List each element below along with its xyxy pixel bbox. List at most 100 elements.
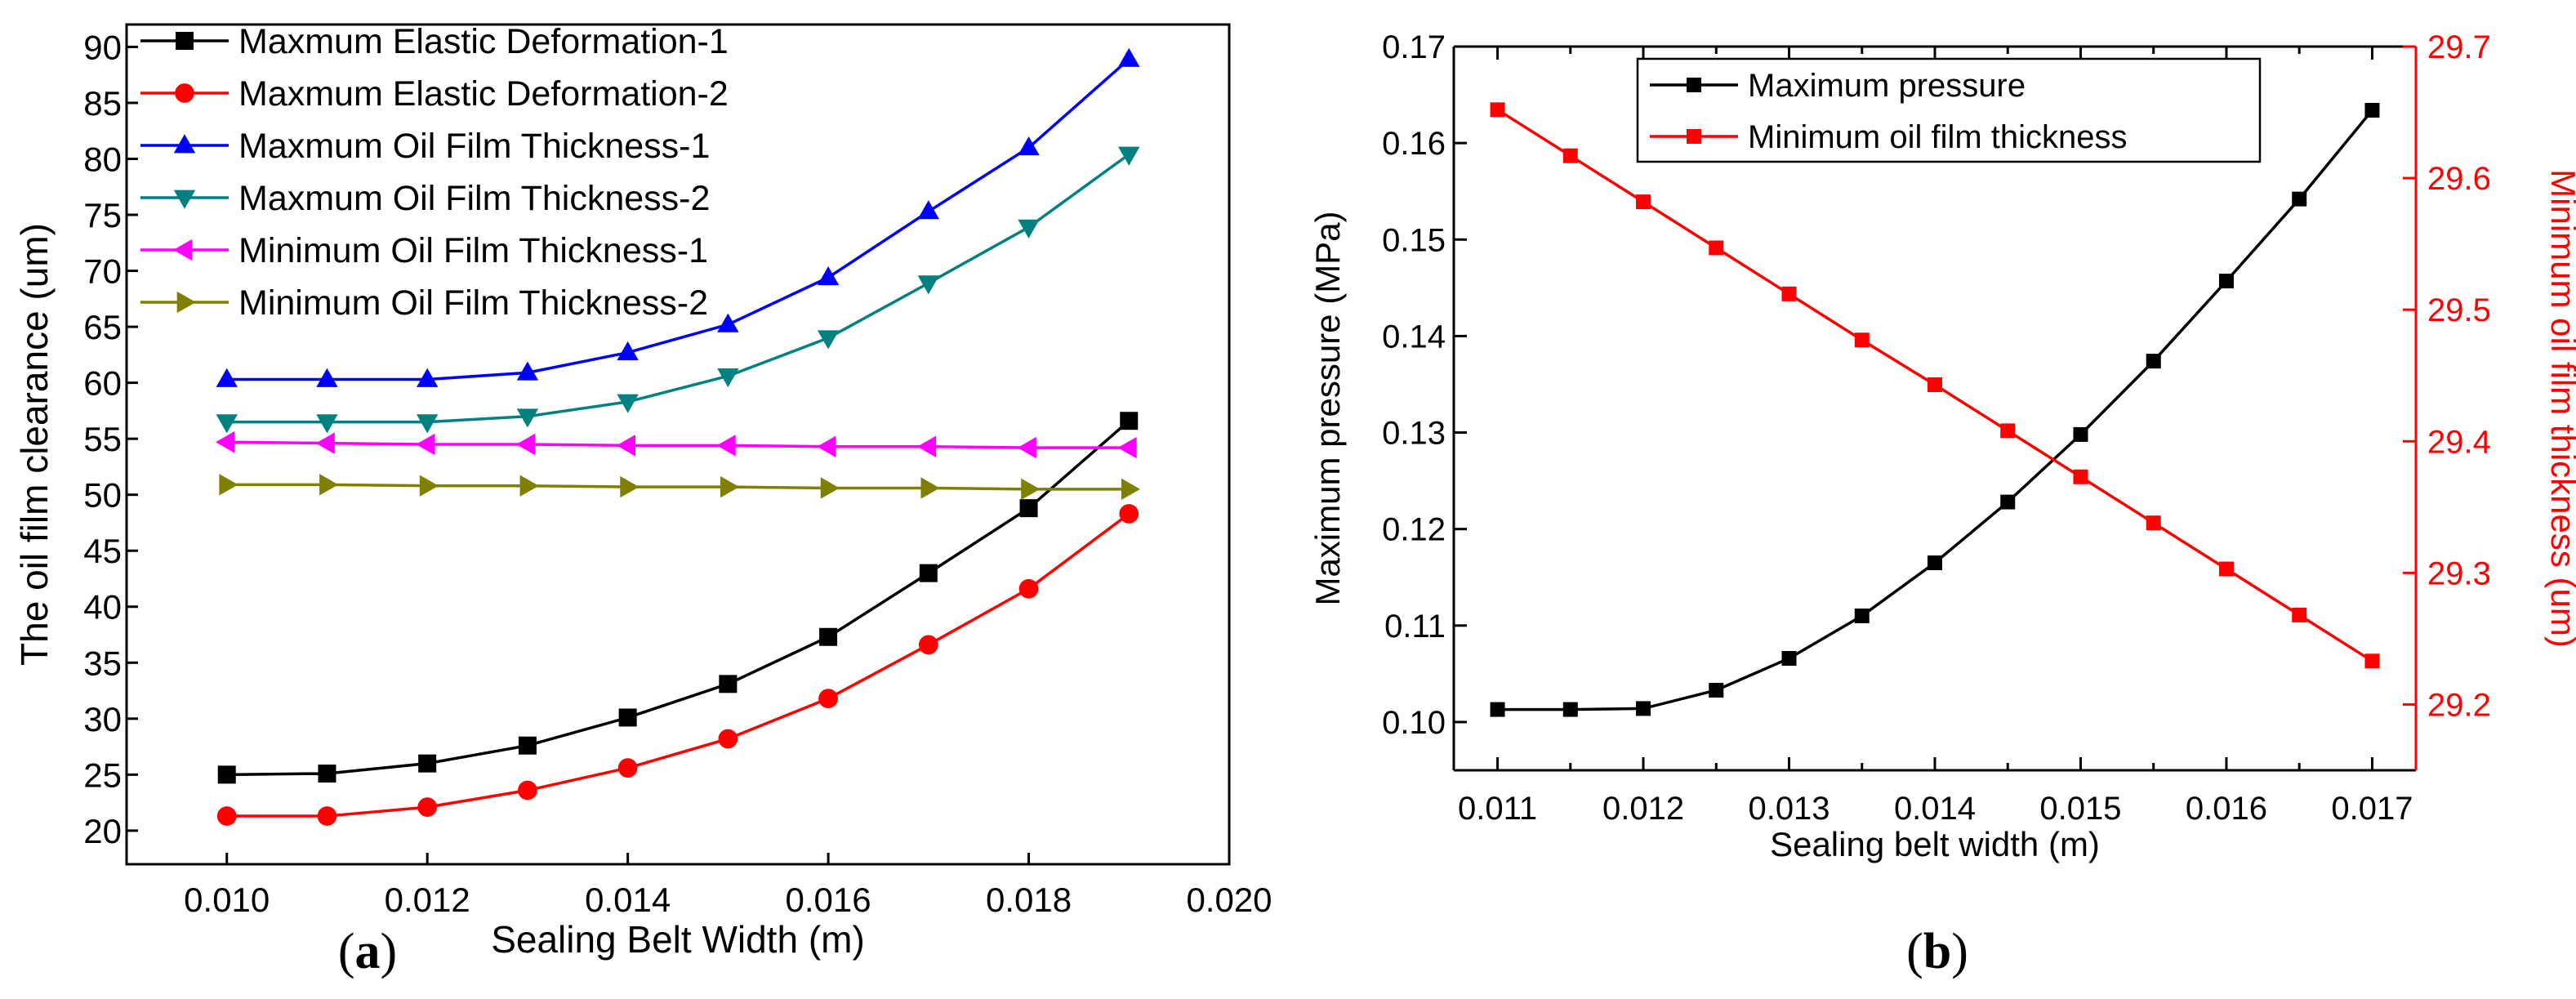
legend-marker [176,291,196,314]
data-point [516,408,539,428]
y-tick-label: 75 [83,196,122,234]
x-tick-label: 0.010 [184,881,270,919]
plot-frame [125,23,1231,866]
data-point [1854,608,1870,623]
x-tick-label: 0.015 [2039,791,2121,827]
data-point [718,729,738,749]
data-point [917,275,940,295]
legend-label: Maxmum Oil Film Thickness-1 [238,127,710,166]
x-tick-label: 0.012 [385,881,470,919]
data-point [1018,578,1039,599]
legend-marker [1687,129,1701,144]
data-point [318,764,336,783]
data-point [316,368,338,387]
y-tick-label: 0.10 [1382,705,1446,741]
y-right-tick-label: 29.6 [2427,161,2491,197]
data-point [817,435,836,457]
data-point [1017,436,1036,459]
y-axis-title: The oil film clearance (um) [13,223,56,666]
x-tick-label: 0.013 [1748,791,1829,827]
data-point [516,361,539,381]
data-point [2146,354,2161,369]
data-point [1781,650,1797,666]
x-axis-title: Sealing Belt Width (m) [491,918,865,961]
data-point [1120,412,1139,430]
legend-marker [173,239,193,261]
data-point [315,432,335,454]
data-point [217,765,236,784]
y-right-axis-title: Minimum oil film thickness (um) [2544,169,2576,648]
data-point [518,780,537,801]
data-point [518,736,537,755]
x-tick-label: 0.014 [1894,791,1976,827]
y-tick-label: 0.12 [1382,512,1446,548]
data-point [519,475,539,497]
data-point [2073,469,2088,484]
legend-marker [1687,78,1701,92]
data-point [1118,146,1140,166]
data-point [1019,499,1038,518]
y-tick-label: 50 [83,476,122,515]
data-point [920,477,940,499]
y-right-tick-label: 29.4 [2427,424,2491,460]
data-point [1928,555,1942,571]
data-point [1018,219,1040,239]
panel-a-chart: 0.010 0.012 0.014 0.016 0.018 0.020 20 25 30 35 40… [13,22,1272,961]
data-point [1854,332,1870,348]
y-tick-label: 85 [83,84,122,123]
legend-box [1636,57,2262,163]
data-point [416,368,439,387]
data-point [2146,515,2161,531]
x-tick-label: 0.012 [1602,791,1684,827]
data-point [1118,47,1140,67]
data-point [419,475,439,497]
y-tick-label: 0.14 [1382,319,1446,355]
data-point [818,689,838,709]
y-tick-label: 55 [83,420,122,458]
y-tick-label: 90 [83,28,122,66]
data-point [1490,702,1505,717]
data-point [1636,194,1651,210]
y-tick-label: 65 [83,308,122,346]
x-tick-label: 0.016 [2186,791,2267,827]
data-point [919,564,938,582]
legend-marker [175,83,194,103]
y-tick-label: 0.17 [1382,29,1446,65]
data-point [1709,682,1724,698]
data-point [2364,653,2380,669]
y-tick-label: 0.11 [1384,609,1446,644]
data-point [316,414,338,434]
y-right-tick-label: 29.7 [2427,29,2491,65]
data-point [1781,286,1797,301]
data-point [1562,148,1578,163]
x-tick-label: 0.016 [786,881,871,919]
y-tick-label: 60 [83,364,122,403]
series-line [226,483,1130,491]
legend-label: Maxmum Elastic Deformation-2 [238,74,729,114]
data-point [1562,702,1578,717]
series-line [226,512,1130,818]
y-tick-label: 0.15 [1382,222,1446,258]
data-point [618,708,637,727]
legend-label: Minimum Oil Film Thickness-2 [238,283,708,323]
data-point [516,433,536,456]
data-point [2292,607,2307,622]
caption-a: (a) [338,924,397,979]
y-tick-label: 30 [83,700,122,738]
y-tick-label: 40 [83,588,122,627]
data-point [2292,191,2307,207]
data-point [418,754,437,773]
data-point [2000,423,2016,439]
data-point [817,266,840,286]
y-tick-label: 45 [83,532,122,570]
data-point [616,435,635,457]
data-point [2218,274,2234,289]
x-tick-label: 0.018 [986,881,1072,919]
x-tick-label: 0.020 [1186,881,1272,919]
data-point [319,474,339,496]
series-line [226,58,1130,381]
data-point [416,433,435,456]
data-point [1490,102,1505,118]
series-line [1497,109,2373,711]
